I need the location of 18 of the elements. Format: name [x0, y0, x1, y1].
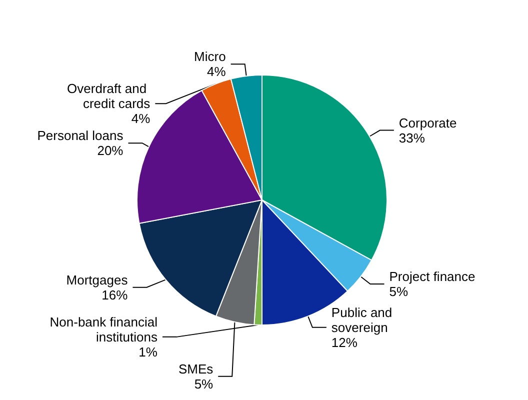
data-label: 33% — [398, 130, 426, 146]
data-label: 20% — [97, 143, 124, 158]
slice-label: Micro — [194, 49, 226, 64]
data-label: 1% — [138, 344, 158, 360]
slice-label: Non-bank financial institutions — [50, 314, 158, 344]
data-label: 4% — [131, 111, 151, 126]
slice-label: Overdraft and credit cards — [67, 81, 151, 112]
data-label: 5% — [194, 376, 214, 392]
slice-label: Personal loans — [37, 128, 124, 144]
slice-label: Public and sovereign — [331, 304, 396, 335]
slice-label: Corporate — [398, 115, 457, 130]
data-label: 16% — [102, 287, 128, 302]
slice-label: Mortgages — [66, 272, 128, 288]
slice-label: Project finance — [389, 268, 476, 284]
data-label: 4% — [207, 64, 226, 80]
data-label: 5% — [389, 284, 408, 299]
data-label: 12% — [331, 334, 358, 350]
slice-label: SMEs — [178, 361, 214, 376]
